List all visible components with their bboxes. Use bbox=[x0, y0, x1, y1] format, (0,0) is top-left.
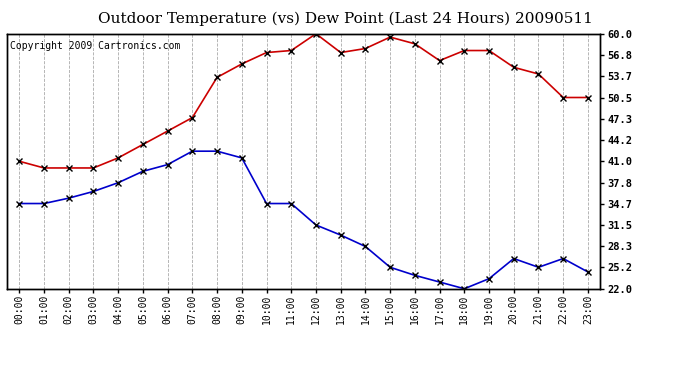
Text: Outdoor Temperature (vs) Dew Point (Last 24 Hours) 20090511: Outdoor Temperature (vs) Dew Point (Last… bbox=[97, 11, 593, 26]
Text: Copyright 2009 Cartronics.com: Copyright 2009 Cartronics.com bbox=[10, 41, 180, 51]
